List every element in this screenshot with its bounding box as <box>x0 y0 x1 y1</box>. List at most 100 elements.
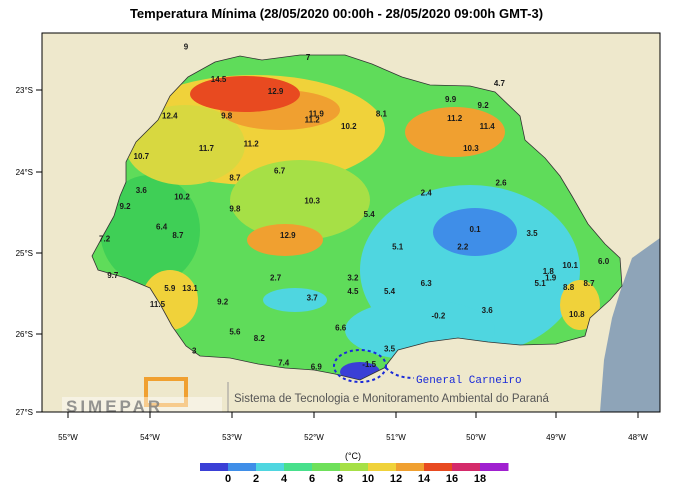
colorbar-segment <box>368 463 397 471</box>
colorbar-tick-label: 8 <box>337 473 343 485</box>
station-value-label: 11.2 <box>447 114 463 123</box>
station-value-label: 7 <box>306 53 311 62</box>
logo: SIMEPAR Sistema de Tecnologia e Monitora… <box>62 377 550 416</box>
lat-label-24: 24°S <box>16 168 33 177</box>
colorbar-tick-label: 2 <box>253 473 259 485</box>
station-value-label: 5.9 <box>164 284 176 293</box>
station-value-label: 10.8 <box>569 310 585 319</box>
map-frame <box>41 32 661 413</box>
station-value-label: 6.0 <box>598 257 610 266</box>
colorbar-tick-label: 4 <box>281 473 288 485</box>
station-value-label: 11.9 <box>309 110 325 119</box>
station-value-label: 11.2 <box>305 115 321 124</box>
lat-label-26: 26°S <box>16 330 33 339</box>
colorbar-tick-label: 0 <box>225 473 231 485</box>
lat-label-25: 25°S <box>16 249 33 258</box>
field-red-north <box>190 76 300 112</box>
logo-tagline: Sistema de Tecnologia e Monitoramento Am… <box>234 393 550 405</box>
colorbar-segment <box>200 463 229 471</box>
colorbar-segment <box>424 463 453 471</box>
station-value-label: 8.1 <box>376 110 388 119</box>
lat-axis: 23°S 24°S 25°S 26°S 27°S <box>16 86 42 417</box>
station-value-label: 7.4 <box>278 358 290 367</box>
lon-label-54: 54°W <box>140 433 160 442</box>
station-value-label: 3.5 <box>384 345 396 354</box>
station-value-label: 5.1 <box>535 279 547 288</box>
annotation-label: General Carneiro <box>416 375 522 387</box>
lon-axis: 55°W 54°W 53°W 52°W 51°W 50°W 49°W 48°W <box>58 412 648 442</box>
station-value-label: 13.1 <box>182 284 198 293</box>
station-value-label: 4.5 <box>347 287 359 296</box>
station-value-label: 8.7 <box>229 174 241 183</box>
station-value-label: 8.7 <box>583 279 595 288</box>
colorbar-segment <box>396 463 425 471</box>
station-value-label: -0.2 <box>432 311 446 320</box>
field-lightgreen-center <box>230 160 370 240</box>
lon-label-51: 51°W <box>386 433 406 442</box>
station-value-label: -1.5 <box>362 360 376 369</box>
station-value-label: 11.2 <box>244 140 260 149</box>
colorbar-tick-label: 16 <box>446 473 458 485</box>
station-value-label: 3.6 <box>136 186 148 195</box>
annotation-leader <box>385 367 415 379</box>
colorbar-tick-label: 14 <box>418 473 431 485</box>
colorbar-tick-label: 12 <box>390 473 402 485</box>
state-border <box>91 54 623 381</box>
station-value-label: 3.2 <box>347 273 359 282</box>
station-value-label: 10.2 <box>174 192 190 201</box>
station-value-label: 6.6 <box>335 324 347 333</box>
colorbar-tick-label: 18 <box>474 473 486 485</box>
colorbar <box>200 463 509 471</box>
station-value-label: 3.5 <box>526 229 538 238</box>
lon-label-55: 55°W <box>58 433 78 442</box>
station-value-label: 5.4 <box>384 287 396 296</box>
station-value-label: 10.7 <box>134 152 150 161</box>
lon-label-50: 50°W <box>466 433 486 442</box>
station-value-label: 9.9 <box>445 95 457 104</box>
lon-label-53: 53°W <box>222 433 242 442</box>
station-value-label: 9.8 <box>229 205 241 214</box>
station-value-label: 9.7 <box>107 271 119 280</box>
field-orange-center <box>247 224 323 256</box>
highlight-ellipse <box>333 349 387 383</box>
station-value-label: 9.2 <box>217 298 229 307</box>
field-orange-ne <box>405 107 505 157</box>
station-value-label: 1.9 <box>545 273 557 282</box>
station-value-label: 7.2 <box>99 235 111 244</box>
station-value-label: 2.4 <box>421 188 433 197</box>
station-value-label: 9.2 <box>119 202 131 211</box>
logo-brand: SIMEPAR <box>66 397 163 416</box>
station-value-label: 5.1 <box>392 243 404 252</box>
station-labels: 14.512.912.4 9.8 11.211.910.28.19.99.211.2… <box>99 43 610 372</box>
ocean <box>600 238 660 412</box>
station-value-label: 6.9 <box>311 362 323 371</box>
station-value-label: 4.7 <box>494 79 506 88</box>
station-value-label: 12.4 <box>162 111 178 120</box>
station-value-label: 10.1 <box>562 261 578 270</box>
station-value-label: 8.8 <box>563 283 575 292</box>
station-value-label: 3 <box>192 346 197 355</box>
colorbar-ticks: 0 2 4 6 8 10 12 14 16 18 <box>225 473 486 485</box>
station-value-label: 6.3 <box>421 279 433 288</box>
unit-label: (°C) <box>345 451 361 461</box>
station-value-label: 9.8 <box>221 111 233 120</box>
station-value-label: 11.5 <box>150 300 166 309</box>
station-value-label: 10.3 <box>463 144 479 153</box>
station-value-label: 5.6 <box>229 328 241 337</box>
station-value-label: 0.1 <box>469 225 481 234</box>
colorbar-tick-label: 6 <box>309 473 315 485</box>
colorbar-segment <box>256 463 285 471</box>
station-value-label: 5.4 <box>364 210 376 219</box>
map-title: Temperatura Mínima (28/05/2020 00:00h - … <box>129 6 544 21</box>
colorbar-segment <box>340 463 369 471</box>
station-value-label: 6.7 <box>274 166 286 175</box>
colorbar-tick-label: 10 <box>362 473 374 485</box>
station-value-label: 9 <box>184 43 189 52</box>
lon-label-48: 48°W <box>628 433 648 442</box>
station-value-label: 2.2 <box>457 243 469 252</box>
station-value-label: 10.3 <box>304 196 320 205</box>
lon-label-52: 52°W <box>304 433 324 442</box>
field-green-west <box>100 175 200 285</box>
station-value-label: 1.8 <box>543 267 555 276</box>
